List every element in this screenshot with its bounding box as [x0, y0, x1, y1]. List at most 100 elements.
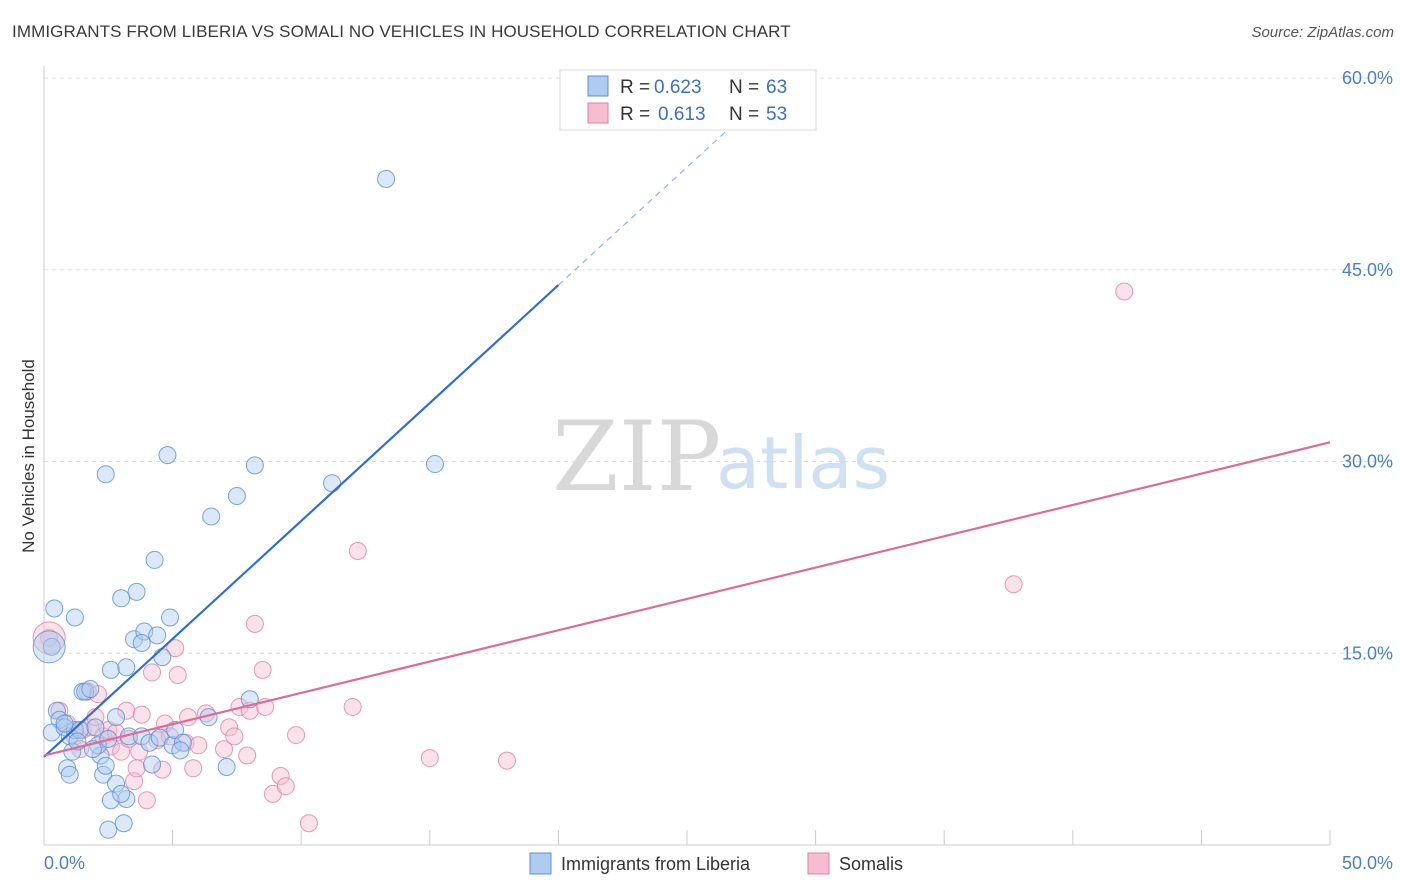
legend-n-label-somalis: N = — [729, 104, 759, 125]
somalis-point — [348, 541, 367, 560]
liberia-point — [112, 784, 131, 803]
liberia-point — [132, 634, 151, 653]
somalis-point — [253, 660, 272, 679]
somalis-point — [343, 697, 362, 716]
liberia-point — [245, 456, 264, 475]
y-axis-label: No Vehicles in Household — [19, 359, 38, 553]
somalis-point — [276, 777, 295, 796]
liberia-point — [42, 637, 61, 656]
bottom-legend-swatch-liberia — [529, 852, 552, 875]
liberia-point — [65, 608, 84, 627]
liberia-point — [114, 814, 133, 833]
gridlines — [44, 77, 1393, 654]
liberia-point — [143, 755, 162, 774]
somalis-point — [127, 759, 146, 778]
legend-n-value-somalis: 53 — [766, 104, 787, 125]
liberia-points — [32, 169, 444, 839]
liberia-point — [171, 741, 190, 760]
somalis-point — [225, 727, 244, 746]
liberia-point — [323, 474, 342, 493]
watermark-zip: ZIP — [552, 401, 721, 513]
liberia-point — [101, 660, 120, 679]
liberia-point — [107, 708, 126, 727]
liberia-point — [217, 758, 236, 777]
somalis-point — [299, 814, 318, 833]
liberia-point — [148, 626, 167, 645]
somalis-point — [220, 718, 239, 737]
y-tick-label-60: 60.0% — [1342, 68, 1393, 88]
somalis-trend-line — [43, 441, 1331, 757]
liberia-point — [117, 789, 136, 808]
liberia-point — [60, 765, 79, 784]
x-tick-label-max: 50.0% — [1342, 853, 1393, 873]
liberia-point — [76, 682, 95, 701]
somalis-points — [32, 282, 1134, 833]
liberia-point — [55, 714, 74, 733]
somalis-point — [153, 760, 172, 779]
legend-n-label-liberia: N = — [729, 77, 759, 98]
somalis-point — [215, 740, 234, 759]
chart-title: IMMIGRANTS FROM LIBERIA VS SOMALI NO VEH… — [12, 22, 791, 41]
legend-r-label-liberia: R = — [620, 77, 650, 98]
bottom-legend-label-liberia: Immigrants from Liberia — [561, 854, 751, 874]
liberia-point — [112, 589, 131, 608]
watermark-atlas: atlas — [716, 421, 890, 505]
legend-r-value-somalis: 0.613 — [658, 104, 706, 125]
somalis-point — [117, 701, 136, 720]
somalis-point — [497, 751, 516, 770]
legend-r-value-liberia: 0.623 — [654, 77, 702, 98]
somalis-point — [1004, 575, 1023, 594]
bottom-legend-label-somalis: Somalis — [839, 854, 903, 874]
liberia-point — [425, 455, 444, 474]
somalis-point — [81, 718, 100, 737]
liberia-point — [55, 718, 74, 737]
liberia-point — [81, 680, 100, 699]
somalis-point — [271, 766, 290, 785]
liberia-point — [153, 648, 172, 667]
y-tick-label-15: 15.0% — [1342, 643, 1393, 663]
liberia-point — [127, 582, 146, 601]
x-ticks — [43, 830, 1331, 845]
liberia-trend-line — [43, 284, 560, 758]
liberia-point — [96, 756, 115, 775]
somalis-point — [132, 705, 151, 724]
liberia-point — [140, 733, 159, 752]
legend-n-value-liberia: 63 — [766, 77, 787, 98]
liberia-point — [377, 169, 396, 188]
liberia-point — [107, 774, 126, 793]
liberia-cluster-point — [32, 630, 66, 664]
liberia-point — [117, 658, 136, 677]
series-legend: Immigrants from Liberia Somalis — [529, 852, 903, 875]
somalis-point — [420, 749, 439, 768]
liberia-point — [45, 599, 64, 618]
legend-r-label-somalis: R = — [620, 104, 650, 125]
somalis-point — [143, 663, 162, 682]
correlation-legend: R = 0.623 N = 63 R = 0.613 N = 53 — [559, 69, 817, 131]
liberia-point — [227, 487, 246, 506]
somalis-point — [238, 746, 257, 765]
somalis-point — [184, 759, 203, 778]
x-tick-label-min: 0.0% — [44, 853, 85, 873]
liberia-point — [158, 446, 177, 465]
liberia-point — [99, 820, 118, 839]
liberia-point — [96, 465, 115, 484]
somalis-point — [189, 736, 208, 755]
liberia-point — [86, 718, 105, 737]
liberia-point — [71, 720, 90, 739]
somalis-point — [287, 726, 306, 745]
somalis-point — [179, 708, 198, 727]
liberia-point — [91, 746, 110, 765]
somalis-point — [1115, 282, 1134, 301]
legend-swatch-somalis — [587, 102, 609, 124]
somalis-point — [168, 665, 187, 684]
legend-swatch-liberia — [587, 75, 609, 97]
liberia-point — [161, 608, 180, 627]
somalis-cluster-point — [32, 621, 66, 655]
somalis-point — [245, 614, 264, 633]
y-tick-label-45: 45.0% — [1342, 260, 1393, 280]
liberia-point — [202, 507, 221, 526]
y-tick-labels: 15.0% 30.0% 45.0% 60.0% — [1342, 68, 1393, 663]
source-label: Source: ZipAtlas.com — [1251, 24, 1394, 41]
somalis-point — [166, 639, 185, 658]
